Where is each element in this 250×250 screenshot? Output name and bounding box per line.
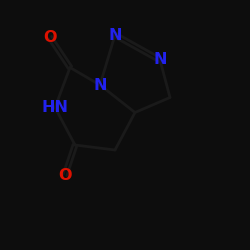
Text: HN: HN	[42, 100, 68, 115]
Text: O: O	[58, 168, 72, 182]
Text: N: N	[93, 78, 107, 92]
Text: N: N	[108, 28, 122, 42]
Text: N: N	[153, 52, 167, 68]
Text: O: O	[43, 30, 57, 45]
